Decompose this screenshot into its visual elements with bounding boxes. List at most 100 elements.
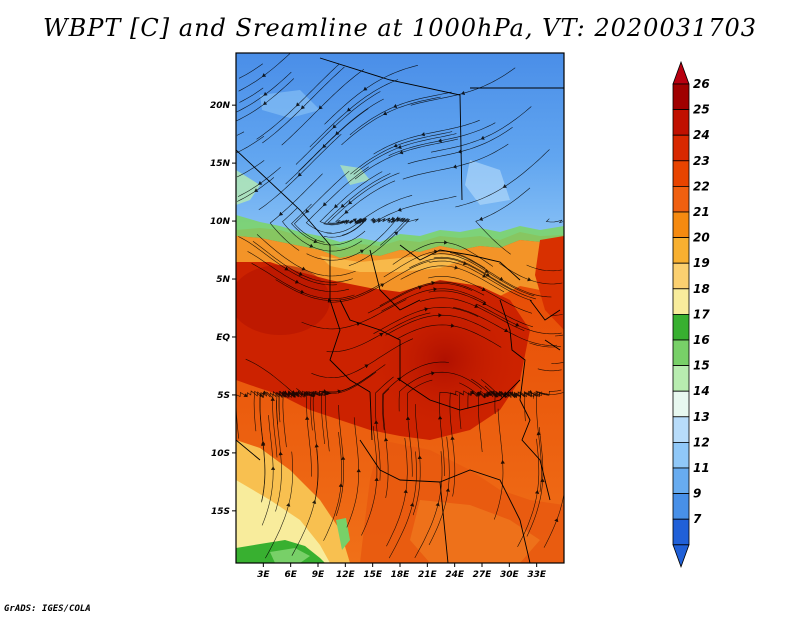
streamline-arrow	[397, 145, 402, 149]
streamline-arrow	[254, 188, 259, 193]
streamline	[236, 78, 295, 122]
streamline-arrow	[322, 202, 327, 207]
colorbar-swatch	[672, 288, 690, 315]
lat-tick-label: 5S	[217, 391, 230, 401]
streamline-arrow	[313, 239, 318, 244]
streamline-arrow	[528, 390, 533, 394]
streamline-arrow	[479, 216, 484, 221]
streamline-arrow	[270, 397, 275, 401]
streamline	[236, 131, 245, 136]
streamline-arrow	[482, 301, 487, 306]
streamline-arrow	[271, 466, 276, 471]
streamline	[323, 431, 342, 541]
streamline	[346, 417, 359, 528]
streamline	[275, 279, 380, 301]
streamline-arrow	[450, 436, 455, 441]
streamline	[414, 451, 443, 559]
colorbar-label: 7	[693, 512, 702, 526]
colorbar-swatch	[672, 313, 690, 341]
streamline-arrow	[399, 150, 404, 155]
streamline-arrow	[261, 73, 266, 77]
colorbar-label: 20	[693, 231, 710, 245]
streamline-arrow	[261, 442, 266, 447]
streamline	[334, 180, 396, 224]
lon-tick-label: 18E	[391, 570, 411, 580]
streamline	[354, 138, 459, 180]
streamline-arrow	[322, 144, 327, 149]
streamline	[306, 391, 326, 477]
streamline	[433, 256, 536, 300]
lat-tick-label: 15N	[210, 159, 231, 169]
streamline-arrow	[384, 437, 389, 442]
streamline-arrow	[515, 322, 520, 327]
colorbar-swatch	[672, 365, 690, 392]
streamline-arrow	[305, 209, 310, 214]
colorbar-swatch	[672, 185, 690, 213]
streamline-arrow	[300, 289, 305, 294]
streamline-arrow	[309, 243, 314, 248]
streamline-arrow	[394, 231, 399, 236]
colorbar-swatch	[672, 339, 690, 367]
streamline-arrow	[338, 483, 343, 488]
colorbar-swatch	[672, 441, 690, 469]
streamline-arrow	[263, 92, 268, 96]
streamline-arrow	[352, 218, 357, 223]
streamline-arrow	[417, 455, 422, 460]
streamline-arrow	[346, 107, 351, 112]
streamline	[412, 404, 421, 516]
colorbar-label: 22	[693, 179, 710, 193]
streamline	[517, 438, 540, 548]
colorbar-swatch	[672, 262, 690, 290]
streamline	[430, 106, 532, 153]
streamline	[455, 149, 550, 208]
streamline	[239, 87, 264, 103]
streamline	[236, 160, 265, 178]
streamline	[326, 312, 431, 353]
streamline	[475, 187, 531, 255]
lon-tick-label: 6E	[284, 570, 297, 580]
colorbar-label: 11	[693, 461, 710, 475]
streamline-arrow	[374, 420, 379, 425]
lon-tick-label: 30E	[500, 570, 520, 580]
streamline	[428, 276, 532, 314]
streamline-arrow	[410, 502, 415, 507]
streamline-arrow	[535, 490, 540, 495]
colorbar-swatch	[672, 109, 690, 136]
streamline	[526, 427, 544, 537]
streamline	[385, 314, 491, 336]
streamline-arrow	[334, 204, 338, 209]
streamline	[341, 96, 441, 146]
streamline	[301, 299, 407, 330]
streamline	[407, 127, 513, 165]
streamline	[400, 265, 505, 293]
streamline-arrow	[314, 443, 319, 448]
streamline	[238, 53, 291, 92]
colorbar-swatch	[672, 83, 690, 111]
streamline-arrow	[480, 135, 485, 140]
streamline	[251, 263, 355, 300]
streamline	[406, 379, 433, 477]
streamline	[459, 382, 520, 399]
streamline	[381, 288, 487, 312]
streamline	[526, 264, 562, 272]
streamline	[324, 65, 418, 125]
streamline	[382, 388, 390, 498]
colorbar-label: 19	[693, 256, 710, 270]
colorbar-label: 24	[693, 128, 710, 142]
streamline	[361, 426, 378, 536]
streamline	[319, 171, 383, 225]
streamline	[252, 240, 353, 283]
streamline	[373, 307, 479, 334]
latitude-axis: 20N 15N 10N 5N EQ 5S 10S 15S	[210, 101, 236, 517]
streamline-arrow	[318, 105, 323, 110]
colorbar-label: 18	[693, 282, 710, 296]
streamline	[551, 362, 564, 364]
streamline	[379, 281, 485, 307]
streamline-arrow	[424, 307, 429, 312]
lat-tick-label: EQ	[216, 333, 230, 343]
colorbar-label: 21	[693, 205, 710, 219]
streamline-arrow	[435, 502, 440, 507]
colorbar-label: 14	[693, 384, 710, 398]
streamline	[261, 415, 274, 526]
streamline	[494, 391, 543, 415]
